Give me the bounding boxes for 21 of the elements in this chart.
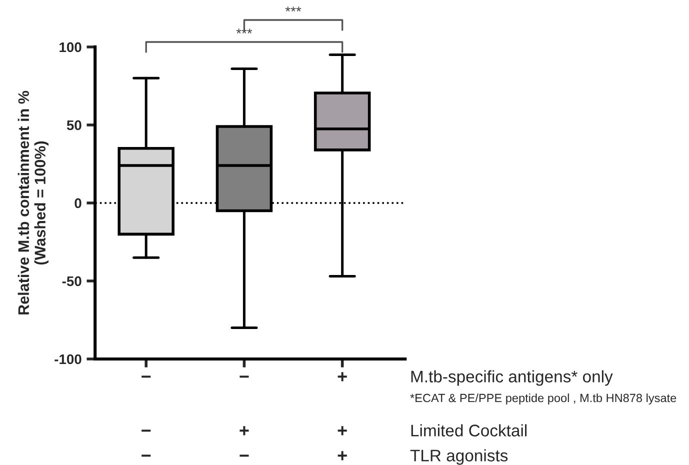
text: ***	[285, 6, 302, 12]
text: Limited Cocktail	[411, 424, 527, 436]
text: M.tb-specific antigens* only	[411, 370, 613, 386]
text: +	[338, 451, 347, 460]
text: −	[240, 454, 249, 457]
text: −	[142, 430, 151, 432]
y-tick-label: 100	[60, 42, 82, 52]
text: *ECAT & PE/PPE peptide pool , M.tb HN878 lysate	[410, 394, 676, 405]
text: TLR agonists	[410, 449, 508, 465]
text: −	[240, 376, 249, 378]
y-tick-label: 0	[74, 198, 82, 208]
y-tick-label: 50	[66, 120, 82, 130]
y-axis-title: Relative M.tb containment in % (Washed = 100%)	[18, 90, 49, 314]
text: ***	[236, 28, 252, 34]
y-tick-label: -50	[62, 276, 82, 286]
text: +	[338, 426, 347, 436]
text: +	[240, 426, 249, 436]
text: −	[142, 454, 151, 457]
y-tick-label: -100	[54, 354, 82, 364]
text: +	[338, 372, 347, 382]
text: −	[142, 376, 151, 378]
